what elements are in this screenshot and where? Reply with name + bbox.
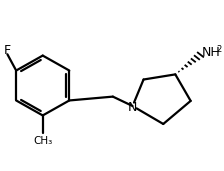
- Text: 2: 2: [217, 45, 222, 54]
- Text: NH: NH: [202, 46, 220, 59]
- Text: F: F: [4, 44, 11, 57]
- Text: N: N: [128, 101, 137, 114]
- Text: CH₃: CH₃: [33, 136, 52, 146]
